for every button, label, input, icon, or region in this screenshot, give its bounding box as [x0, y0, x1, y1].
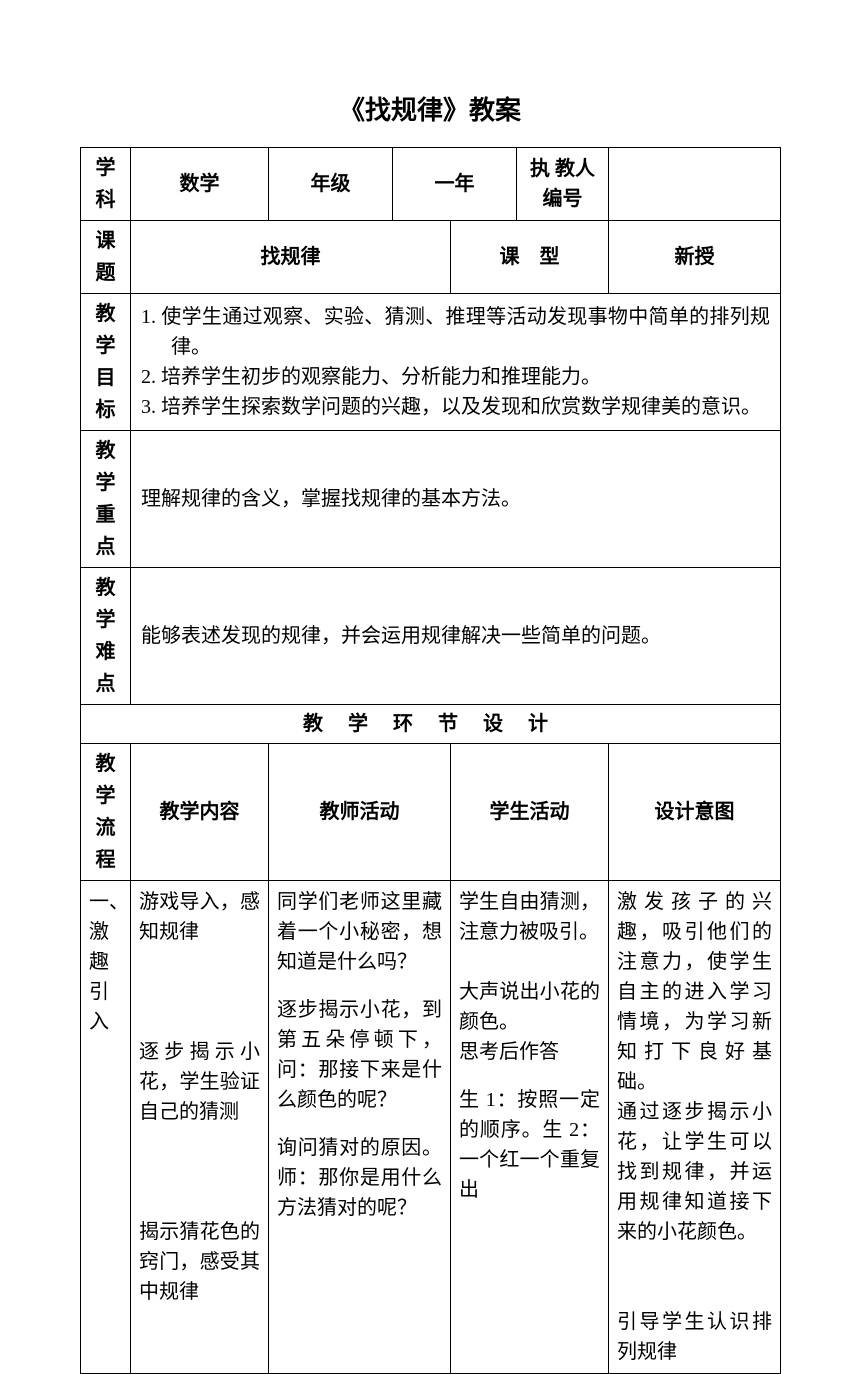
type-value: 新授	[609, 221, 781, 294]
student-p3: 思考后作答	[459, 1037, 600, 1067]
topic-label: 课题	[81, 221, 131, 294]
flow-step-label: 一、激趣引入	[81, 881, 131, 1374]
key-row: 教学重点 理解规律的含义，掌握找规律的基本方法。	[81, 431, 781, 568]
page-title: 《找规律》教案	[80, 90, 780, 127]
header-row-1: 学科 数学 年级 一年 执 教人编号	[81, 148, 781, 221]
grade-label: 年级	[269, 148, 393, 221]
flow-header-content: 教学内容	[131, 744, 269, 881]
goals-content: 1. 使学生通过观察、实验、猜测、推理等活动发现事物中简单的排列规律。 2. 培…	[131, 294, 781, 431]
goals-label: 教学目标	[81, 294, 131, 431]
content-p1: 游戏导入，感知规律	[139, 887, 260, 947]
difficulty-row: 教学难点 能够表述发现的规律，并会运用规律解决一些简单的问题。	[81, 568, 781, 705]
content-p3: 揭示猜花色的窍门，感受其中规律	[139, 1217, 260, 1307]
section-banner-row: 教 学 环 节 设 计	[81, 705, 781, 744]
teacher-value	[609, 148, 781, 221]
teacher-label: 执 教人编号	[517, 148, 609, 221]
difficulty-label: 教学难点	[81, 568, 131, 705]
student-p1: 学生自由猜测，注意力被吸引。	[459, 887, 600, 947]
flow-header-teacher: 教师活动	[269, 744, 451, 881]
subject-label: 学科	[81, 148, 131, 221]
flow-header-intent: 设计意图	[609, 744, 781, 881]
key-text: 理解规律的含义，掌握找规律的基本方法。	[131, 431, 781, 568]
flow-content: 游戏导入，感知规律 逐步揭示小花，学生验证自己的猜测 揭示猜花色的窍门，感受其中…	[131, 881, 269, 1374]
flow-body-row: 一、激趣引入 游戏导入，感知规律 逐步揭示小花，学生验证自己的猜测 揭示猜花色的…	[81, 881, 781, 1374]
teacher-p1: 同学们老师这里藏着一个小秘密，想知道是什么吗？	[277, 887, 442, 977]
goal-3: 3. 培养学生探索数学问题的兴趣，以及发现和欣赏数学规律美的意识。	[141, 392, 770, 422]
flow-header-row: 教学流程 教学内容 教师活动 学生活动 设计意图	[81, 744, 781, 881]
topic-value: 找规律	[131, 221, 451, 294]
type-label: 课 型	[451, 221, 609, 294]
student-p4: 生 1：按照一定的顺序。生 2：一个红一个重复出	[459, 1085, 600, 1205]
intent-p3: 引导学生认识排列规律	[617, 1307, 772, 1367]
flow-student: 学生自由猜测，注意力被吸引。 大声说出小花的颜色。 思考后作答 生 1：按照一定…	[451, 881, 609, 1374]
difficulty-text: 能够表述发现的规律，并会运用规律解决一些简单的问题。	[131, 568, 781, 705]
teacher-p2: 逐步揭示小花，到第五朵停顿下，问：那接下来是什么颜色的呢？	[277, 995, 442, 1115]
flow-intent: 激发孩子的兴趣，吸引他们的注意力，使学生自主的进入学习情境，为学习新知打下良好基…	[609, 881, 781, 1374]
flow-header-flow: 教学流程	[81, 744, 131, 881]
lesson-plan-table: 学科 数学 年级 一年 执 教人编号 课题 找规律 课 型 新授 教学目标 1.…	[80, 147, 781, 1374]
section-banner: 教 学 环 节 设 计	[81, 705, 781, 744]
subject-value: 数学	[131, 148, 269, 221]
goals-row: 教学目标 1. 使学生通过观察、实验、猜测、推理等活动发现事物中简单的排列规律。…	[81, 294, 781, 431]
header-row-2: 课题 找规律 课 型 新授	[81, 221, 781, 294]
content-p2: 逐步揭示小花，学生验证自己的猜测	[139, 1037, 260, 1127]
intent-p1: 激发孩子的兴趣，吸引他们的注意力，使学生自主的进入学习情境，为学习新知打下良好基…	[617, 887, 772, 1097]
student-p2: 大声说出小花的颜色。	[459, 977, 600, 1037]
goal-2: 2. 培养学生初步的观察能力、分析能力和推理能力。	[141, 362, 770, 392]
flow-header-student: 学生活动	[451, 744, 609, 881]
grade-value: 一年	[393, 148, 517, 221]
key-label: 教学重点	[81, 431, 131, 568]
teacher-p3: 询问猜对的原因。师：那你是用什么方法猜对的呢？	[277, 1133, 442, 1223]
goal-1: 1. 使学生通过观察、实验、猜测、推理等活动发现事物中简单的排列规律。	[141, 302, 770, 362]
flow-teacher: 同学们老师这里藏着一个小秘密，想知道是什么吗？ 逐步揭示小花，到第五朵停顿下，问…	[269, 881, 451, 1374]
intent-p2: 通过逐步揭示小花，让学生可以找到规律，并运用规律知道接下来的小花颜色。	[617, 1097, 772, 1247]
